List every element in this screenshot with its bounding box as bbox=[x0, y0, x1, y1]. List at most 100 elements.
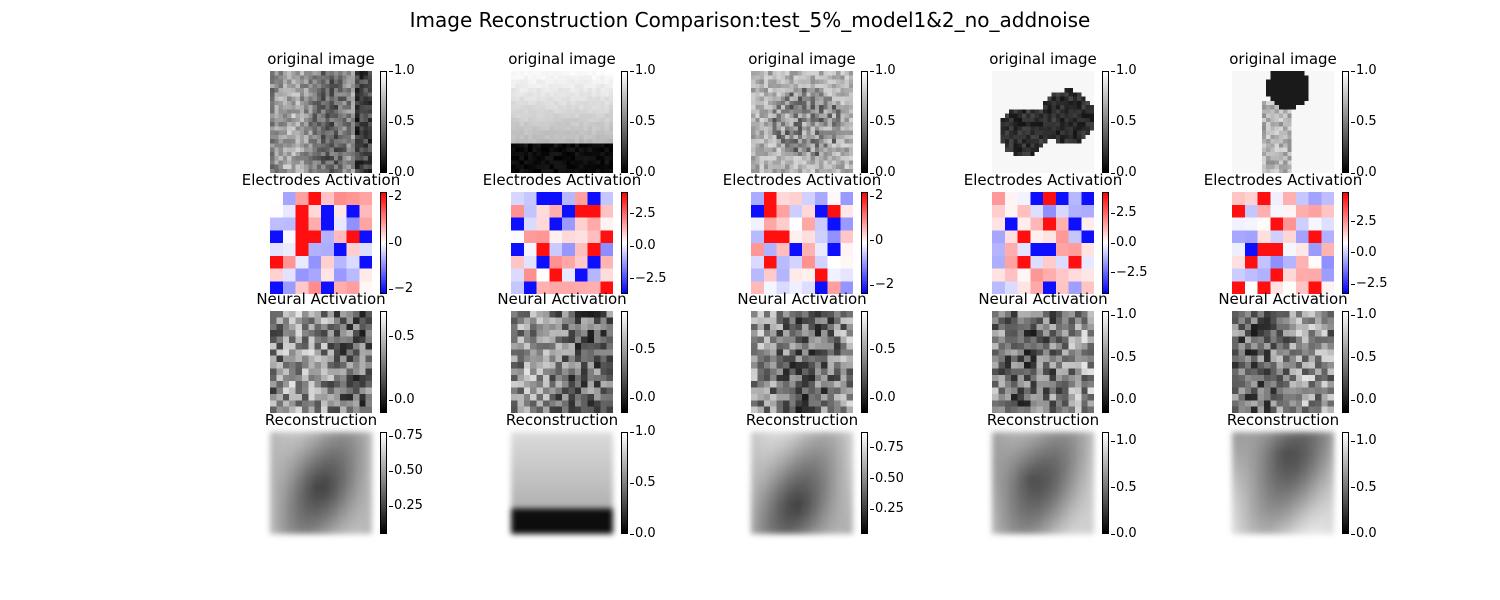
heatmap-cell bbox=[566, 113, 571, 118]
heatmap-cell bbox=[555, 381, 563, 388]
heatmap-cell bbox=[1283, 139, 1288, 144]
heatmap-cell bbox=[338, 483, 347, 492]
heatmap-cell bbox=[333, 400, 341, 407]
heatmap-cell bbox=[797, 139, 803, 144]
heatmap-cell bbox=[308, 217, 322, 231]
heatmap-cell bbox=[282, 368, 290, 375]
heatmap-cell bbox=[342, 156, 347, 161]
heatmap-cell bbox=[304, 168, 309, 173]
heatmap-cell bbox=[278, 483, 288, 492]
heatmap-cell bbox=[321, 168, 326, 173]
heatmap-cell bbox=[1038, 109, 1044, 114]
heatmap-cell bbox=[304, 143, 309, 148]
heatmap-cell bbox=[1072, 160, 1078, 165]
heatmap-cell bbox=[321, 156, 326, 161]
heatmap-cell bbox=[827, 75, 832, 80]
heatmap-cell bbox=[1064, 139, 1069, 144]
heatmap-cell bbox=[299, 164, 305, 169]
heatmap-cell bbox=[797, 75, 803, 80]
heatmap-cell bbox=[1240, 126, 1245, 131]
heatmap-cell bbox=[549, 143, 554, 148]
heatmap-cell bbox=[755, 122, 760, 127]
heatmap-cell bbox=[789, 113, 794, 118]
heatmap-cell bbox=[776, 457, 786, 467]
heatmap-cell bbox=[1327, 342, 1334, 350]
heatmap-cell bbox=[827, 466, 837, 475]
heatmap-cell bbox=[1009, 117, 1014, 123]
heatmap-cell bbox=[587, 117, 592, 123]
heatmap-cell bbox=[511, 374, 518, 382]
heatmap-cell bbox=[530, 355, 537, 363]
heatmap-cell bbox=[1011, 311, 1018, 318]
heatmap-cell bbox=[1077, 100, 1082, 106]
heatmap-cell bbox=[763, 406, 771, 413]
heatmap-cell bbox=[1030, 151, 1035, 157]
heatmap-cell bbox=[511, 134, 516, 140]
heatmap-cell bbox=[1283, 311, 1290, 318]
heatmap-cell bbox=[780, 143, 786, 148]
heatmap-cell bbox=[570, 126, 575, 131]
heatmap-cell bbox=[321, 311, 328, 318]
heatmap-cell bbox=[359, 71, 364, 76]
heatmap-cell bbox=[759, 88, 764, 93]
heatmap-cell bbox=[846, 311, 853, 318]
heatmap-cell bbox=[568, 349, 575, 356]
heatmap-cell bbox=[1270, 122, 1275, 127]
heatmap-cell bbox=[316, 109, 322, 114]
heatmap-cell bbox=[757, 330, 764, 337]
heatmap-cell bbox=[536, 349, 544, 356]
heatmap-cell bbox=[789, 143, 794, 148]
heatmap-cell bbox=[1274, 164, 1279, 169]
heatmap-cell bbox=[295, 311, 303, 318]
heatmap-cell bbox=[1291, 164, 1296, 169]
heatmap-cell bbox=[789, 160, 794, 165]
heatmap-cell bbox=[802, 88, 807, 93]
heatmap-cell bbox=[596, 474, 605, 484]
heatmap-cell bbox=[312, 164, 317, 169]
heatmap-cell bbox=[270, 255, 284, 269]
heatmap-cell bbox=[1295, 330, 1303, 337]
heatmap-cell bbox=[342, 109, 347, 114]
heatmap-cell bbox=[1308, 88, 1313, 93]
heatmap-cell bbox=[545, 483, 554, 492]
heatmap-cell bbox=[1283, 368, 1290, 375]
heatmap-cell bbox=[1051, 88, 1056, 93]
heatmap-cell bbox=[1038, 92, 1044, 97]
heatmap-cell bbox=[321, 71, 326, 76]
heatmap-cell bbox=[776, 255, 790, 269]
heatmap-cell bbox=[517, 381, 524, 388]
heatmap-cell bbox=[579, 432, 588, 441]
heatmap-cell bbox=[1314, 311, 1322, 318]
heatmap-cell bbox=[1009, 168, 1014, 173]
heatmap-cell bbox=[1021, 92, 1027, 97]
heatmap-cell bbox=[772, 88, 777, 93]
heatmap-cell bbox=[333, 168, 339, 173]
heatmap-cell bbox=[1321, 122, 1326, 127]
heatmap-cell bbox=[782, 381, 790, 388]
heatmap-cell bbox=[759, 474, 769, 484]
heatmap-cell bbox=[806, 79, 811, 84]
heatmap-cell bbox=[806, 160, 811, 165]
heatmap-cell bbox=[523, 130, 529, 135]
heatmap-cell bbox=[515, 92, 520, 97]
heatmap-cell bbox=[519, 440, 529, 450]
heatmap-cell bbox=[1261, 88, 1267, 93]
heatmap-cell bbox=[1089, 122, 1094, 127]
heatmap-cell bbox=[1240, 71, 1245, 76]
heatmap-cell bbox=[591, 143, 597, 148]
heatmap-cell bbox=[789, 117, 794, 123]
heatmap-cell bbox=[840, 134, 845, 140]
heatmap-cell bbox=[1312, 143, 1318, 148]
heatmap-cell bbox=[295, 355, 303, 363]
heatmap-cell bbox=[751, 387, 758, 395]
heatmap-cell bbox=[276, 349, 283, 356]
heatmap-cell bbox=[1068, 79, 1073, 84]
heatmap-cell bbox=[802, 311, 809, 318]
heatmap-cell bbox=[606, 355, 613, 363]
heatmap-cell bbox=[289, 336, 296, 344]
heatmap-cell bbox=[1021, 130, 1027, 135]
heatmap-cell bbox=[528, 122, 533, 127]
heatmap-cell bbox=[329, 432, 339, 441]
heatmap-cell bbox=[1043, 100, 1048, 106]
heatmap-cell bbox=[579, 449, 588, 458]
